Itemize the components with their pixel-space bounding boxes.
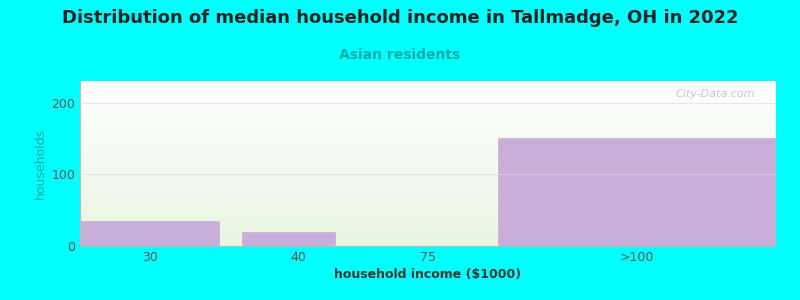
Text: City-Data.com: City-Data.com — [676, 89, 755, 99]
Y-axis label: households: households — [34, 128, 47, 199]
Text: Asian residents: Asian residents — [339, 48, 461, 62]
Bar — [242, 232, 335, 246]
X-axis label: household income ($1000): household income ($1000) — [334, 268, 522, 281]
Text: Distribution of median household income in Tallmadge, OH in 2022: Distribution of median household income … — [62, 9, 738, 27]
Bar — [498, 138, 776, 246]
Bar — [80, 221, 219, 246]
